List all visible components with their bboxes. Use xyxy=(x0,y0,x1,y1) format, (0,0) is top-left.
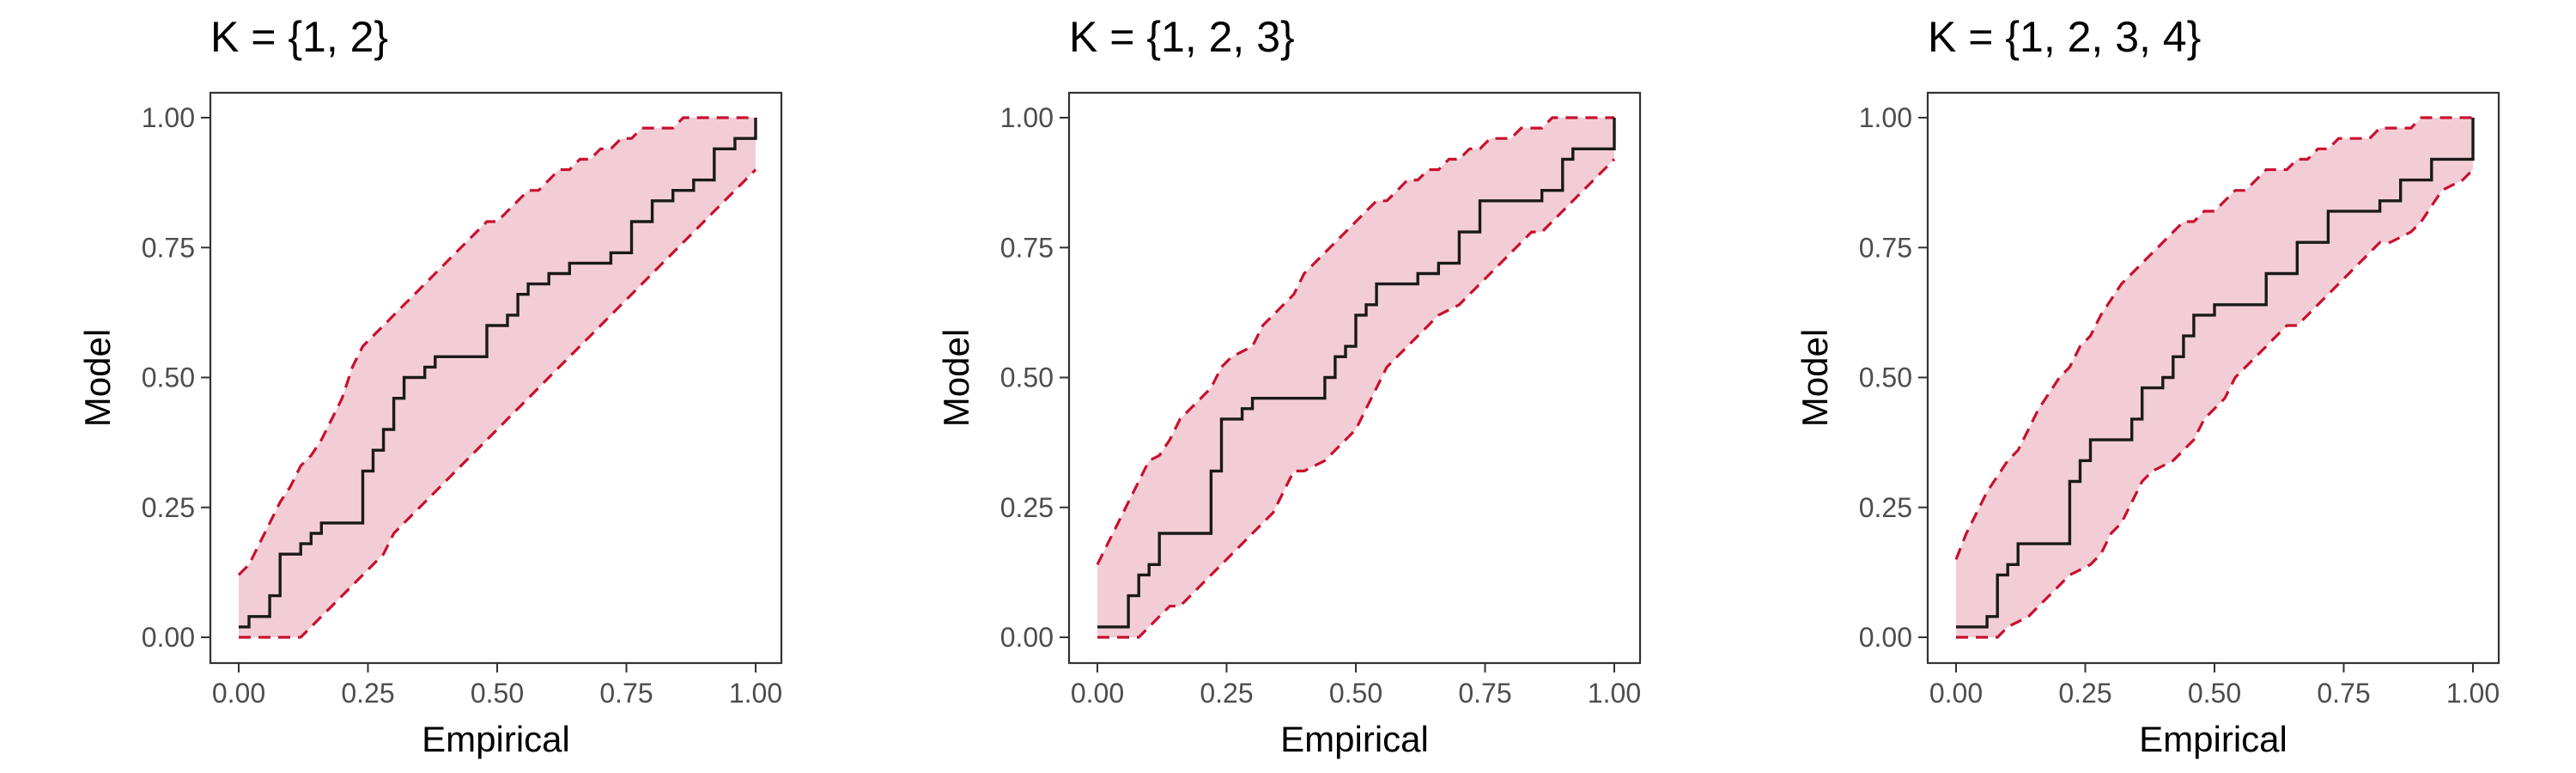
x-axis-title: Empirical xyxy=(1280,719,1429,759)
x-tick-label: 1.00 xyxy=(2446,678,2500,709)
y-tick-label: 0.00 xyxy=(1859,622,1912,653)
confidence-band xyxy=(239,118,756,637)
confidence-band xyxy=(1097,118,1614,637)
y-axis-title: Model xyxy=(77,329,118,427)
lower-bound-line xyxy=(1956,168,2475,639)
y-tick-label: 0.75 xyxy=(1859,232,1912,263)
y-tick-label: 1.00 xyxy=(1000,102,1054,133)
x-tick-label: 0.25 xyxy=(1200,678,1253,709)
lower-bound-line xyxy=(239,168,757,639)
x-tick-label: 0.00 xyxy=(212,678,265,709)
x-tick-label: 0.50 xyxy=(1329,678,1382,709)
model-step-line xyxy=(1956,118,2475,629)
confidence-band xyxy=(1956,118,2473,637)
y-tick-label: 0.50 xyxy=(1000,362,1054,393)
chart-title: K = {1, 2, 3} xyxy=(1069,13,1295,61)
x-tick-label: 0.25 xyxy=(341,678,394,709)
x-tick-label: 0.50 xyxy=(2188,678,2241,709)
panel-2: K = {1, 2, 3} 0.00 0.25 0.50 0.75 1.00 0.00 0.2… xyxy=(859,0,1717,773)
lower-bound-line xyxy=(1097,158,1616,639)
y-tick-label: 0.00 xyxy=(142,622,195,653)
upper-bound-line xyxy=(1954,116,2473,560)
upper-bound-line xyxy=(1096,116,1614,566)
x-tick-label: 0.50 xyxy=(471,678,524,709)
chart-title: K = {1, 2} xyxy=(210,13,388,61)
x-tick-label: 0.00 xyxy=(1929,678,1983,709)
x-tick-label: 0.00 xyxy=(1071,678,1124,709)
y-axis-title: Model xyxy=(936,329,976,427)
x-tick-label: 1.00 xyxy=(729,678,782,709)
y-axis-title: Model xyxy=(1795,329,1835,427)
chart-svg: K = {1, 2} 0.00 0.25 0.50 0.75 1.00 0.00 0.25 0.… xyxy=(77,13,782,759)
y-tick-label: 1.00 xyxy=(1859,102,1912,133)
y-tick-label: 0.75 xyxy=(1000,232,1054,263)
panel-3: K = {1, 2, 3, 4} 0.00 0.25 0.50 0.75 1.00 0.00… xyxy=(1717,0,2576,773)
y-tick-label: 0.50 xyxy=(142,362,195,393)
x-tick-label: 0.75 xyxy=(599,678,653,709)
x-tick-label: 0.25 xyxy=(2058,678,2111,709)
y-tick-label: 1.00 xyxy=(142,102,195,133)
model-step-line xyxy=(1097,118,1616,629)
y-tick-label: 0.25 xyxy=(142,492,195,523)
y-tick-label: 0.00 xyxy=(1000,622,1054,653)
upper-bound-line xyxy=(237,116,756,576)
y-tick-label: 0.75 xyxy=(142,232,195,263)
x-axis-title: Empirical xyxy=(2139,719,2287,759)
chart-svg: K = {1, 2, 3} 0.00 0.25 0.50 0.75 1.00 0.00 0.2… xyxy=(936,13,1641,759)
x-axis-title: Empirical xyxy=(422,719,570,759)
x-tick-label: 0.75 xyxy=(1458,678,1511,709)
chart-svg: K = {1, 2, 3, 4} 0.00 0.25 0.50 0.75 1.00 0.00… xyxy=(1795,13,2500,759)
panel-1: K = {1, 2} 0.00 0.25 0.50 0.75 1.00 0.00 0.25 0.… xyxy=(0,0,859,773)
chart-title: K = {1, 2, 3, 4} xyxy=(1928,13,2201,61)
y-tick-label: 0.25 xyxy=(1000,492,1054,523)
y-tick-label: 0.25 xyxy=(1859,492,1912,523)
x-tick-label: 0.75 xyxy=(2317,678,2370,709)
model-step-line xyxy=(239,118,757,629)
x-tick-label: 1.00 xyxy=(1588,678,1641,709)
y-tick-label: 0.50 xyxy=(1859,362,1912,393)
